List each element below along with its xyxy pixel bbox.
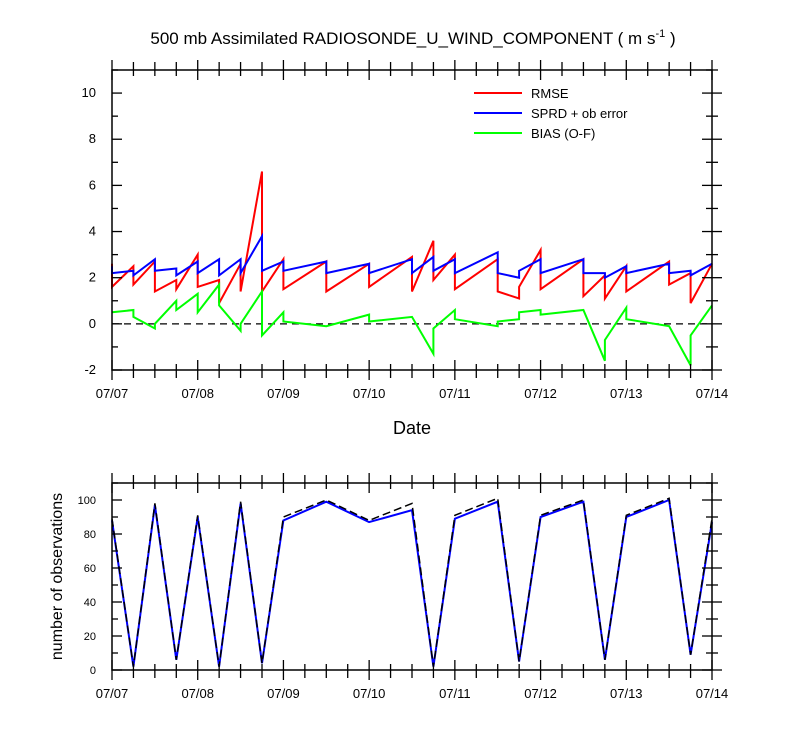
y-tick-label: 100	[78, 495, 96, 507]
legend-label: BIAS (O-F)	[531, 126, 595, 141]
x-tick-label: 07/09	[267, 386, 300, 401]
y-tick-label: 0	[89, 316, 96, 331]
x-axis-label: Date	[393, 418, 431, 438]
x-tick-label: 07/14	[696, 386, 729, 401]
x-tick-label: 07/08	[181, 686, 214, 701]
series-line-bias-o-f-	[111, 281, 713, 366]
series-line-rmse	[111, 171, 713, 304]
series-line-sprd-ob-error	[111, 232, 713, 280]
x-tick-label: 07/13	[610, 686, 643, 701]
y-tick-label: 40	[84, 597, 96, 609]
x-tick-label: 07/12	[524, 686, 557, 701]
y-tick-label: 0	[90, 665, 96, 677]
x-tick-label: 07/07	[96, 686, 129, 701]
x-tick-label: 07/09	[267, 686, 300, 701]
y-tick-label: 80	[84, 529, 96, 541]
x-tick-label: 07/07	[96, 386, 129, 401]
y-tick-label: 2	[89, 270, 96, 285]
y-tick-label: 8	[89, 131, 96, 146]
bottom-plot: 07/07 07/08 07/09 07/10 07/11 07/12 07/13 07/14…	[49, 473, 728, 701]
x-tick-label: 07/10	[353, 386, 386, 401]
x-tick-label: 07/14	[696, 686, 729, 701]
legend-label: RMSE	[531, 86, 569, 101]
series-line-possible	[111, 497, 713, 667]
legend-label: SPRD + ob error	[531, 106, 628, 121]
x-tick-label: 07/11	[439, 686, 471, 701]
y-tick-label: -2	[84, 362, 96, 377]
y-tick-label: 4	[89, 224, 96, 239]
y-tick-label: 6	[89, 177, 96, 192]
x-tick-label: 07/12	[524, 386, 557, 401]
chart-title: 500 mb Assimilated RADIOSONDE_U_WIND_COM…	[150, 28, 675, 48]
x-tick-label: 07/13	[610, 386, 643, 401]
x-tick-label: 07/10	[353, 686, 386, 701]
x-tick-label: 07/08	[181, 386, 214, 401]
y-tick-label: 60	[84, 563, 96, 575]
y-tick-label: 20	[84, 631, 96, 643]
legend: RMSE SPRD + ob error BIAS (O-F)	[474, 86, 628, 141]
y-axis-label: number of observations	[49, 493, 66, 660]
x-tick-label: 07/11	[439, 386, 471, 401]
top-plot: 07/07 07/08 07/09 07/10 07/11 07/12 07/13 07/14…	[82, 60, 729, 438]
y-tick-label: 10	[82, 85, 96, 100]
